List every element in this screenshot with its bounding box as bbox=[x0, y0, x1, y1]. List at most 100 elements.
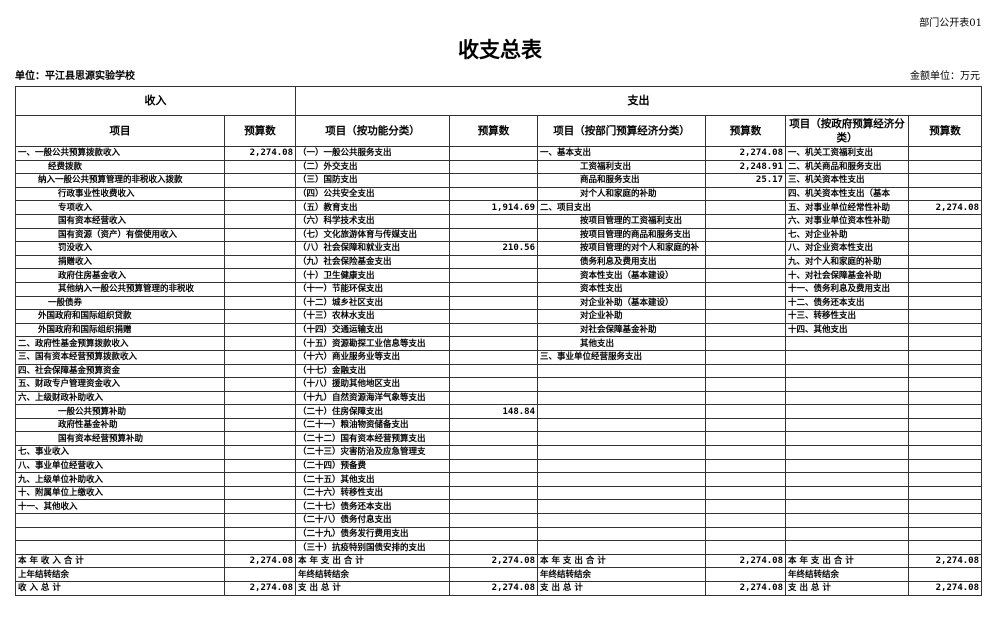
table-row: 三、国有资本经营预算拨款收入 （十六）商业服务业等支出 三、事业单位经营服务支出 bbox=[15, 349, 982, 365]
income-total-value bbox=[224, 567, 296, 582]
table-row: 纳入一般公共预算管理的非税收入拨款 （三）国防支出 商品和服务支出 25.17 三、机关… bbox=[15, 173, 982, 188]
table-row: 七、事业收入 （二十三）灾害防治及应急管理支 bbox=[15, 445, 982, 460]
income-budget-value bbox=[224, 336, 296, 351]
income-budget-value bbox=[224, 200, 296, 215]
dept-econ-budget-value bbox=[705, 431, 786, 447]
func-budget-value bbox=[449, 417, 538, 433]
gov-econ-budget-value bbox=[908, 472, 982, 487]
income-item-label bbox=[15, 526, 225, 542]
gov-econ-budget-value bbox=[908, 363, 982, 379]
table-row: 罚没收入 （八）社会保障和就业支出 210.56 按项目管理的对个人和家庭的补 八、对企… bbox=[15, 241, 982, 256]
dept-econ-total-label: 年终结转结余 bbox=[537, 567, 706, 582]
income-item-label: 国有资本经营预算补助 bbox=[15, 431, 225, 447]
gov-econ-item-label: 五、对事业单位经常性补助 bbox=[785, 200, 909, 215]
dept-econ-budget-value bbox=[705, 404, 786, 419]
dept-econ-budget-value bbox=[705, 458, 786, 474]
gov-econ-budget-value bbox=[908, 445, 982, 460]
dept-econ-item-label: 资本性支出（基本建设） bbox=[537, 268, 706, 283]
income-item-label: 七、事业收入 bbox=[15, 445, 225, 460]
gov-econ-total-label: 支 出 总 计 bbox=[785, 581, 909, 596]
func-budget-value bbox=[449, 254, 538, 270]
dept-econ-total-label: 支 出 总 计 bbox=[537, 581, 706, 596]
func-item-label: （十七）金融支出 bbox=[295, 363, 450, 379]
func-budget-value bbox=[449, 322, 538, 338]
func-budget-value bbox=[449, 485, 538, 501]
dept-econ-item-label: 工资福利支出 bbox=[537, 159, 706, 175]
gov-econ-item-label bbox=[785, 472, 909, 487]
income-budget-value bbox=[224, 186, 296, 202]
func-budget-value bbox=[449, 227, 538, 243]
dept-econ-item-header: 项目（按部门预算经济分类） bbox=[537, 115, 706, 147]
dept-econ-item-label bbox=[537, 472, 706, 487]
func-budget-value bbox=[449, 159, 538, 175]
dept-econ-item-label: 商品和服务支出 bbox=[537, 173, 706, 188]
income-item-header: 项目 bbox=[15, 115, 225, 147]
income-budget-value bbox=[224, 472, 296, 487]
func-item-label: （二十二）国有资本经营预算支出 bbox=[295, 431, 450, 447]
gov-econ-budget-value bbox=[908, 540, 982, 555]
dept-econ-item-label bbox=[537, 363, 706, 379]
dept-econ-item-label: 对企业补助 bbox=[537, 309, 706, 324]
income-item-label: 罚没收入 bbox=[15, 241, 225, 256]
table-row: 九、上级单位补助收入 （二十五）其他支出 bbox=[15, 472, 982, 487]
func-budget-value bbox=[449, 213, 538, 229]
revenue-expenditure-table: 收入 支出 项目 预算数 项目（按功能分类） 预算数 项目（按部门预算经济分类）… bbox=[15, 86, 982, 596]
gov-econ-budget-value bbox=[908, 268, 982, 283]
func-budget-value bbox=[449, 431, 538, 447]
form-number: 部门公开表01 bbox=[919, 18, 982, 29]
dept-econ-budget-header: 预算数 bbox=[705, 115, 786, 147]
income-item-label: 行政事业性收费收入 bbox=[15, 186, 225, 202]
income-budget-value bbox=[224, 431, 296, 447]
table-row: 一、一般公共预算拨款收入 2,274.08 （一）一般公共服务支出 一、基本支出 2,2… bbox=[15, 146, 982, 161]
gov-econ-budget-value bbox=[908, 309, 982, 324]
func-item-label: （十六）商业服务业等支出 bbox=[295, 349, 450, 365]
dept-econ-budget-value: 2,274.08 bbox=[705, 146, 786, 161]
gov-econ-budget-header: 预算数 bbox=[908, 115, 982, 147]
gov-econ-item-label: 四、机关资本性支出（基本 bbox=[785, 186, 909, 202]
func-budget-value bbox=[449, 458, 538, 474]
func-budget-value bbox=[449, 363, 538, 379]
func-item-label: （二十三）灾害防治及应急管理支 bbox=[295, 445, 450, 460]
table-row: （三十）抗疫特别国债安排的支出 bbox=[15, 540, 982, 555]
income-item-label bbox=[15, 513, 225, 528]
table-row: 八、事业单位经营收入 （二十四）预备费 bbox=[15, 458, 982, 474]
func-budget-value bbox=[449, 336, 538, 351]
gov-econ-item-label bbox=[785, 431, 909, 447]
gov-econ-budget-value bbox=[908, 377, 982, 392]
gov-econ-budget-value bbox=[908, 173, 982, 188]
income-budget-value bbox=[224, 173, 296, 188]
dept-econ-budget-value bbox=[705, 363, 786, 379]
column-header-row: 项目 预算数 项目（按功能分类） 预算数 项目（按部门预算经济分类） 预算数 项… bbox=[15, 115, 982, 147]
dept-econ-budget-value bbox=[705, 309, 786, 324]
gov-econ-budget-value bbox=[908, 322, 982, 338]
func-budget-value bbox=[449, 281, 538, 297]
dept-econ-budget-value bbox=[705, 390, 786, 406]
func-item-label: （十八）援助其他地区支出 bbox=[295, 377, 450, 392]
func-item-label: （二十六）转移性支出 bbox=[295, 485, 450, 501]
func-budget-value bbox=[449, 472, 538, 487]
gov-econ-budget-value bbox=[908, 390, 982, 406]
income-budget-value bbox=[224, 281, 296, 297]
income-item-label: 经费拨款 bbox=[15, 159, 225, 175]
gov-econ-item-label: 七、对企业补助 bbox=[785, 227, 909, 243]
table-row: 国有资本经营收入 （六）科学技术支出 按项目管理的工资福利支出 六、对事业单位资本性补… bbox=[15, 213, 982, 229]
func-item-label: （六）科学技术支出 bbox=[295, 213, 450, 229]
income-budget-value bbox=[224, 404, 296, 419]
table-row: 一般公共预算补助 （二十）住房保障支出 148.84 bbox=[15, 404, 982, 419]
func-budget-value bbox=[449, 349, 538, 365]
dept-econ-budget-value bbox=[705, 485, 786, 501]
income-budget-value bbox=[224, 227, 296, 243]
func-budget-value: 148.84 bbox=[449, 404, 538, 419]
dept-econ-item-label: 债务利息及费用支出 bbox=[537, 254, 706, 270]
func-item-label: （五）教育支出 bbox=[295, 200, 450, 215]
gov-econ-budget-value bbox=[908, 213, 982, 229]
gov-econ-budget-value bbox=[908, 404, 982, 419]
gov-econ-total-value: 2,274.08 bbox=[908, 581, 982, 596]
dept-econ-budget-value bbox=[705, 472, 786, 487]
func-budget-value bbox=[449, 186, 538, 202]
gov-econ-budget-value bbox=[908, 159, 982, 175]
gov-econ-item-label bbox=[785, 417, 909, 433]
income-budget-value bbox=[224, 417, 296, 433]
dept-econ-item-label: 对社会保障基金补助 bbox=[537, 322, 706, 338]
table-row: 五、财政专户管理资金收入 （十八）援助其他地区支出 bbox=[15, 377, 982, 392]
